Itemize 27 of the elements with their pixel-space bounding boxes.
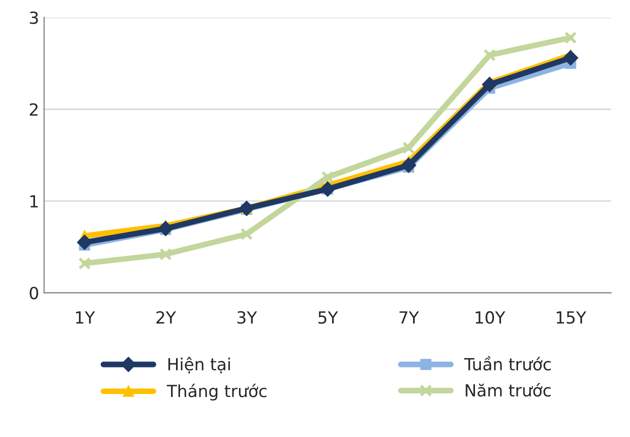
legend-label: Tháng trước xyxy=(166,384,266,401)
point xyxy=(78,257,91,270)
x-tick-label: 5Y xyxy=(318,311,338,324)
point xyxy=(564,31,577,44)
point xyxy=(483,48,496,62)
legend-label: Năm trước xyxy=(466,383,551,397)
point xyxy=(77,234,92,250)
y-tick-label: 3 xyxy=(30,11,38,24)
y-tick-label: 2 xyxy=(30,103,38,116)
point xyxy=(401,158,416,173)
point xyxy=(563,50,578,66)
x-tick-label: 7Y xyxy=(400,311,420,324)
point xyxy=(240,228,253,240)
point xyxy=(402,142,415,154)
legend-label: Tuần trước xyxy=(464,356,551,370)
point xyxy=(321,170,334,184)
x-tick-label: 10Y xyxy=(476,311,506,324)
point xyxy=(482,76,498,92)
y-tick-label: 1 xyxy=(30,195,38,208)
x-tick-label: 3Y xyxy=(237,311,258,324)
x-tick-label: 2Y xyxy=(156,311,176,324)
y-tick-label: 0 xyxy=(30,286,38,300)
point xyxy=(158,220,174,236)
x-tick-label: 1Y xyxy=(76,311,96,324)
legend-label: Hiện tại xyxy=(168,356,230,374)
x-tick-label: 15Y xyxy=(556,311,586,324)
point xyxy=(159,248,172,260)
